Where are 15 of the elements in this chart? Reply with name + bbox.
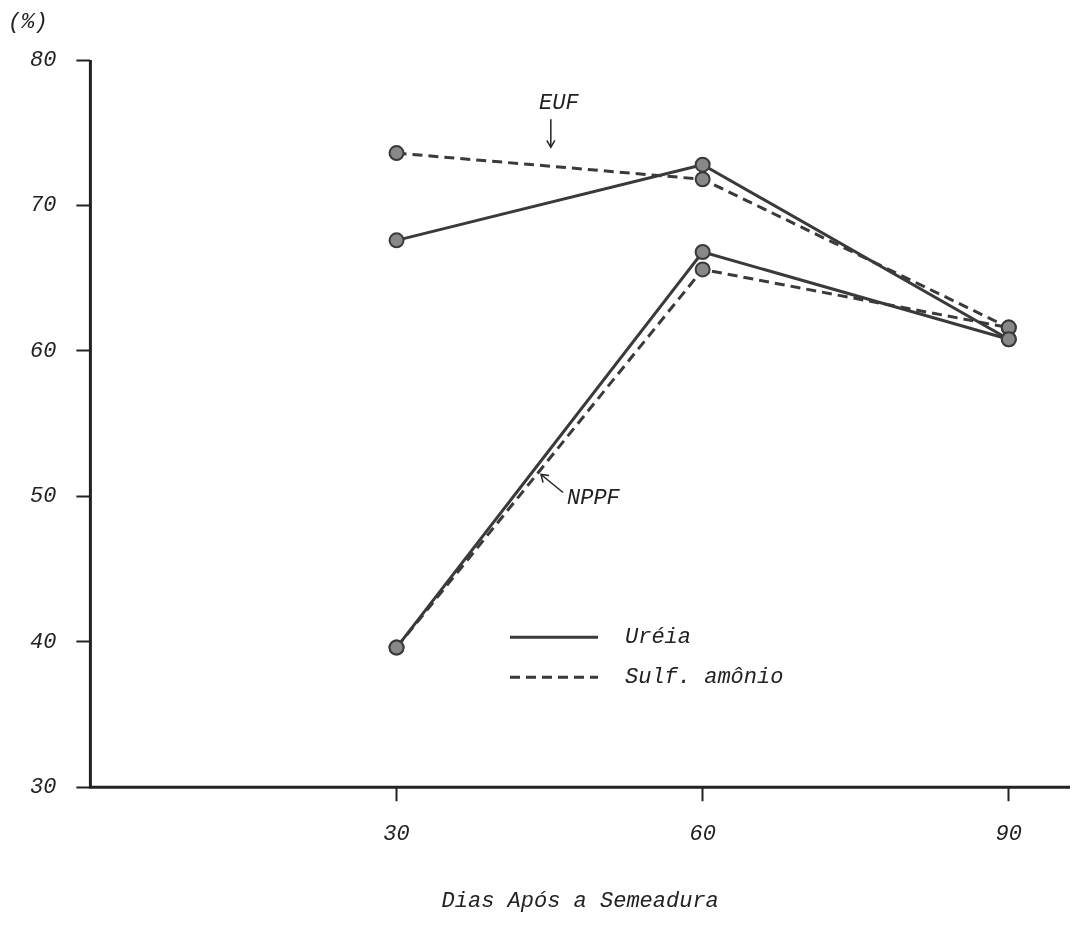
x-tick-label: 90 (995, 822, 1022, 848)
y-tick-label: 50 (30, 484, 57, 510)
y-tick-label: 40 (30, 629, 57, 655)
annotation: EUF (539, 91, 580, 117)
annotation: NPPF (567, 486, 621, 512)
x-tick-label: 60 (689, 822, 716, 848)
x-axis-title: Dias Após a Semeadura (441, 888, 719, 914)
y-tick-label: 60 (30, 338, 57, 364)
y-tick-label: 30 (30, 775, 57, 801)
y-tick-label: 70 (30, 193, 57, 219)
y-tick-label: 80 (30, 47, 57, 73)
x-tick-label: 30 (383, 822, 410, 848)
legend-label: Sulf. amônio (625, 665, 784, 691)
y-axis-title: (%) (8, 9, 48, 35)
legend-label: Uréia (625, 625, 692, 651)
